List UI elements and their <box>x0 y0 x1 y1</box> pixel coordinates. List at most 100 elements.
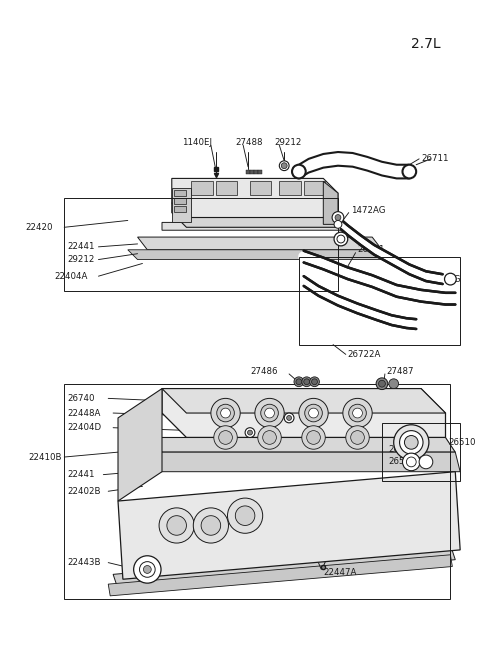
Text: 22443B: 22443B <box>67 558 101 567</box>
Text: 26722A: 26722A <box>348 350 381 359</box>
Text: 27487: 27487 <box>387 367 414 375</box>
Text: 22410B: 22410B <box>28 453 61 462</box>
Text: 1472AG: 1472AG <box>351 206 385 215</box>
Polygon shape <box>108 555 452 596</box>
Circle shape <box>335 215 341 221</box>
Circle shape <box>346 426 369 449</box>
Circle shape <box>245 428 255 438</box>
Circle shape <box>261 404 278 422</box>
Circle shape <box>201 515 221 535</box>
Circle shape <box>228 498 263 533</box>
Circle shape <box>343 398 372 428</box>
Circle shape <box>334 221 342 229</box>
Text: 27488: 27488 <box>235 138 263 147</box>
Text: 1140EJ: 1140EJ <box>181 138 212 147</box>
Circle shape <box>407 457 416 467</box>
Text: 29212: 29212 <box>67 255 95 264</box>
Circle shape <box>389 379 398 388</box>
Text: 22441: 22441 <box>67 470 95 479</box>
Bar <box>299 257 460 345</box>
Polygon shape <box>174 206 186 212</box>
Circle shape <box>376 378 388 390</box>
Circle shape <box>310 377 319 386</box>
Text: 26721: 26721 <box>358 245 385 254</box>
Circle shape <box>140 561 155 577</box>
Text: 26349: 26349 <box>389 445 416 454</box>
Circle shape <box>309 408 318 418</box>
Circle shape <box>334 232 348 246</box>
Text: 26711: 26711 <box>421 155 449 163</box>
Text: 22404A: 22404A <box>54 272 88 281</box>
Circle shape <box>312 379 317 384</box>
Circle shape <box>304 379 310 384</box>
Circle shape <box>394 425 429 460</box>
Circle shape <box>349 404 366 422</box>
Text: 22448A: 22448A <box>67 409 100 417</box>
Polygon shape <box>172 188 192 223</box>
Circle shape <box>294 377 304 386</box>
Polygon shape <box>192 181 213 195</box>
Polygon shape <box>152 438 456 452</box>
Circle shape <box>219 430 232 444</box>
Circle shape <box>279 161 289 170</box>
Text: 26502: 26502 <box>389 457 416 466</box>
Circle shape <box>403 453 420 471</box>
Circle shape <box>379 381 385 387</box>
Polygon shape <box>162 388 445 413</box>
Text: 1472AG: 1472AG <box>426 274 460 284</box>
Polygon shape <box>174 198 186 204</box>
Circle shape <box>353 408 362 418</box>
Bar <box>382 423 460 481</box>
Text: 22404D: 22404D <box>67 423 101 432</box>
Circle shape <box>287 415 291 421</box>
Circle shape <box>255 398 284 428</box>
Circle shape <box>399 430 423 454</box>
Circle shape <box>351 430 364 444</box>
Circle shape <box>444 273 456 285</box>
Text: 26510: 26510 <box>448 438 476 447</box>
Circle shape <box>133 556 161 583</box>
Circle shape <box>405 436 418 449</box>
Polygon shape <box>174 190 186 196</box>
Polygon shape <box>216 181 237 195</box>
Text: 22402B: 22402B <box>67 487 101 496</box>
Circle shape <box>332 212 344 223</box>
Text: 26740: 26740 <box>67 394 95 403</box>
Polygon shape <box>118 388 162 501</box>
Circle shape <box>167 515 186 535</box>
Polygon shape <box>162 223 343 230</box>
Polygon shape <box>128 250 387 259</box>
Text: 27486: 27486 <box>250 367 277 375</box>
Circle shape <box>281 163 287 168</box>
Polygon shape <box>113 545 456 589</box>
Circle shape <box>296 379 302 384</box>
Circle shape <box>264 408 275 418</box>
Text: 22420: 22420 <box>25 223 53 232</box>
Circle shape <box>292 164 306 178</box>
Polygon shape <box>324 181 338 225</box>
Circle shape <box>305 404 323 422</box>
Circle shape <box>211 398 240 428</box>
Circle shape <box>302 377 312 386</box>
Circle shape <box>193 508 228 543</box>
Circle shape <box>284 413 294 423</box>
Polygon shape <box>304 181 325 195</box>
Circle shape <box>214 426 237 449</box>
Polygon shape <box>250 181 272 195</box>
Polygon shape <box>118 472 460 579</box>
Circle shape <box>307 430 320 444</box>
Circle shape <box>258 426 281 449</box>
Circle shape <box>299 398 328 428</box>
Circle shape <box>217 404 234 422</box>
Circle shape <box>248 430 252 435</box>
Circle shape <box>403 164 416 178</box>
Bar <box>64 198 338 291</box>
Polygon shape <box>172 178 338 217</box>
Circle shape <box>263 430 276 444</box>
Circle shape <box>419 455 433 469</box>
Polygon shape <box>172 203 338 227</box>
Text: 2.7L: 2.7L <box>411 37 441 52</box>
Circle shape <box>337 235 345 243</box>
Circle shape <box>235 506 255 525</box>
Polygon shape <box>279 181 301 195</box>
